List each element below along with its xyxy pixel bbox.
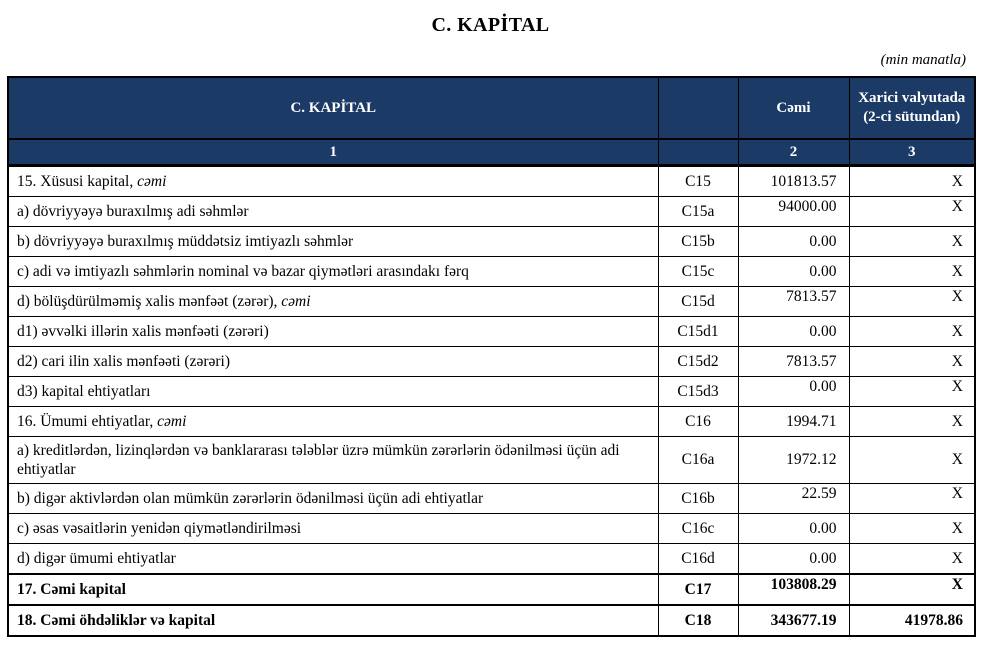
table-row: c) adi və imtiyazlı səhmlərin nominal və… <box>7 256 976 287</box>
table-row: d3) kapital ehtiyatları C15d3 0.00 X <box>7 376 976 407</box>
row-label: a) dövriyyəyə buraxılmış adi səhmlər <box>7 196 659 227</box>
row-foreign: X <box>848 165 976 197</box>
table-row: d) digər ümumi ehtiyatlar C16d 0.00 X <box>7 543 976 575</box>
row-total: 1972.12 <box>737 436 850 484</box>
row-code: C15d2 <box>657 346 739 377</box>
row-foreign: X <box>848 543 976 575</box>
row-label: c) adi və imtiyazlı səhmlərin nominal və… <box>7 256 659 287</box>
row-code: C15a <box>657 196 739 227</box>
header-col-code <box>657 76 739 140</box>
row-code: C15d3 <box>657 376 739 407</box>
row-foreign: X <box>848 316 976 347</box>
row-label: d1) əvvəlki illərin xalis mənfəəti (zərə… <box>7 316 659 347</box>
table-row: a) kreditlərdən, lizinqlərdən və banklar… <box>7 436 976 484</box>
table-row: d1) əvvəlki illərin xalis mənfəəti (zərə… <box>7 316 976 347</box>
row-foreign: X <box>848 436 976 484</box>
row-label: d) bölüşdürülməmiş xalis mənfəət (zərər)… <box>7 286 659 317</box>
row-label: c) əsas vəsaitlərin yenidən qiymətləndir… <box>7 513 659 544</box>
row-foreign: X <box>848 256 976 287</box>
table-row: 18. Cəmi öhdəliklər və kapital C18 343677.… <box>7 604 976 637</box>
subheader-col-1: 1 <box>7 138 659 167</box>
row-foreign: X <box>848 573 976 606</box>
subheader-row: 1 2 3 <box>7 138 976 167</box>
row-code: C15b <box>657 226 739 257</box>
table-row: 16. Ümumi ehtiyatlar, cəmi C16 1994.71 X <box>7 406 976 437</box>
row-code: C15c <box>657 256 739 287</box>
table-row: d) bölüşdürülməmiş xalis mənfəət (zərər)… <box>7 286 976 317</box>
unit-note: (min manatla) <box>880 52 966 68</box>
table-row: c) əsas vəsaitlərin yenidən qiymətləndir… <box>7 513 976 544</box>
row-code: C16 <box>657 406 739 437</box>
row-total: 343677.19 <box>737 604 850 637</box>
row-code: C18 <box>657 604 739 637</box>
header-col-total: Cəmi <box>737 76 850 140</box>
row-total: 0.00 <box>737 256 850 287</box>
row-total: 94000.00 <box>737 196 850 227</box>
row-total: 0.00 <box>737 376 850 407</box>
row-label: 18. Cəmi öhdəliklər və kapital <box>7 604 659 637</box>
row-code: C16d <box>657 543 739 575</box>
row-total: 22.59 <box>737 483 850 514</box>
row-total: 0.00 <box>737 513 850 544</box>
table-header: C. KAPİTAL Cəmi Xarici valyutada (2-ci s… <box>7 76 976 167</box>
table-row: 15. Xüsusi kapital, cəmi C15 101813.57 X <box>7 165 976 197</box>
row-label: d) digər ümumi ehtiyatlar <box>7 543 659 575</box>
table-row: b) dövriyyəyə buraxılmış müddətsiz imtiy… <box>7 226 976 257</box>
row-code: C15d <box>657 286 739 317</box>
row-code: C15 <box>657 165 739 197</box>
table-row: 17. Cəmi kapital C17 103808.29 X <box>7 573 976 606</box>
row-total: 7813.57 <box>737 286 850 317</box>
subheader-col-3: 3 <box>848 138 976 167</box>
table-row: b) digər aktivlərdən olan mümkün zərərlə… <box>7 483 976 514</box>
row-code: C16b <box>657 483 739 514</box>
row-total: 1994.71 <box>737 406 850 437</box>
page-title: C. KAPİTAL <box>431 14 550 36</box>
table-row: a) dövriyyəyə buraxılmış adi səhmlər C15a… <box>7 196 976 227</box>
row-foreign: X <box>848 376 976 407</box>
row-label: b) digər aktivlərdən olan mümkün zərərlə… <box>7 483 659 514</box>
table-row: d2) cari ilin xalis mənfəəti (zərəri) C15… <box>7 346 976 377</box>
row-foreign: 41978.86 <box>848 604 976 637</box>
row-code: C16a <box>657 436 739 484</box>
row-code: C16c <box>657 513 739 544</box>
row-total: 101813.57 <box>737 165 850 197</box>
subheader-col-2: 2 <box>737 138 850 167</box>
row-total: 0.00 <box>737 543 850 575</box>
capital-table: C. KAPİTAL Cəmi Xarici valyutada (2-ci s… <box>7 76 976 637</box>
header-row: C. KAPİTAL Cəmi Xarici valyutada (2-ci s… <box>7 76 976 140</box>
header-col-foreign: Xarici valyutada (2-ci sütundan) <box>848 76 976 140</box>
row-foreign: X <box>848 346 976 377</box>
row-foreign: X <box>848 286 976 317</box>
header-col-name: C. KAPİTAL <box>7 76 659 140</box>
row-foreign: X <box>848 513 976 544</box>
row-code: C17 <box>657 573 739 606</box>
subheader-col-code <box>657 138 739 167</box>
row-foreign: X <box>848 226 976 257</box>
row-foreign: X <box>848 406 976 437</box>
row-label: b) dövriyyəyə buraxılmış müddətsiz imtiy… <box>7 226 659 257</box>
row-total: 7813.57 <box>737 346 850 377</box>
row-label: 15. Xüsusi kapital, cəmi <box>7 165 659 197</box>
row-total: 0.00 <box>737 226 850 257</box>
row-label: 17. Cəmi kapital <box>7 573 659 606</box>
row-foreign: X <box>848 196 976 227</box>
row-total: 0.00 <box>737 316 850 347</box>
row-label: 16. Ümumi ehtiyatlar, cəmi <box>7 406 659 437</box>
row-label: a) kreditlərdən, lizinqlərdən və banklar… <box>7 436 659 484</box>
row-total: 103808.29 <box>737 573 850 606</box>
row-foreign: X <box>848 483 976 514</box>
row-code: C15d1 <box>657 316 739 347</box>
row-label: d2) cari ilin xalis mənfəəti (zərəri) <box>7 346 659 377</box>
row-label: d3) kapital ehtiyatları <box>7 376 659 407</box>
